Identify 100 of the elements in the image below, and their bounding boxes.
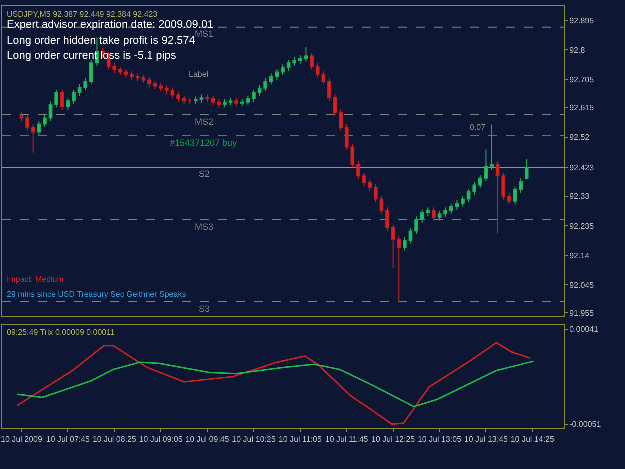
candlestick	[408, 228, 413, 244]
y-tick-label: 91.955	[570, 308, 595, 318]
ref-line-label: MS1	[195, 29, 214, 39]
annotation: Expert advisor expiration date: 2009.09.01	[7, 19, 214, 31]
candlestick	[252, 89, 256, 103]
candlestick	[356, 161, 360, 180]
candlestick	[281, 64, 285, 76]
annotation: 29 mins since USD Treasury Sec Geithner Speaks	[7, 290, 186, 299]
x-tick-label: 10 Jul 08:25	[92, 435, 137, 444]
y-tick-label: 92.14	[570, 251, 590, 260]
candlestick	[269, 73, 274, 86]
candlestick	[206, 94, 210, 103]
candlestick	[54, 89, 58, 108]
candlestick	[333, 94, 338, 116]
candlestick	[292, 57, 297, 67]
candlestick	[130, 71, 134, 80]
candlestick	[89, 60, 94, 86]
candlestick	[148, 76, 152, 88]
candlestick	[478, 174, 482, 189]
candlestick	[275, 68, 280, 80]
candlestick	[298, 54, 302, 64]
candlestick	[380, 196, 384, 214]
candlestick	[170, 87, 175, 99]
candlestick	[386, 207, 390, 232]
candlestick	[391, 224, 396, 269]
candlestick	[194, 96, 198, 105]
candlestick	[397, 236, 402, 303]
x-tick-label: 10 Jul 13:45	[464, 435, 509, 444]
x-tick-label: 10 Jul 13:05	[418, 435, 462, 444]
candlestick	[362, 172, 366, 187]
x-tick-label: 10 Jul 09:05	[139, 435, 184, 444]
candlestick	[502, 172, 506, 200]
y-tick-label: 92.423	[570, 163, 595, 172]
y-tick-label: 92.235	[570, 222, 595, 231]
candlestick	[455, 200, 460, 211]
candlestick	[234, 98, 238, 107]
y-tick-label: 92.615	[570, 103, 595, 112]
candlestick	[26, 114, 30, 132]
candlestick	[153, 80, 158, 90]
candlestick	[264, 78, 268, 92]
candlestick	[20, 112, 24, 122]
candlestick	[432, 207, 436, 222]
candlestick	[524, 158, 529, 180]
candlestick	[444, 207, 448, 218]
x-tick-label: 10 Jul 12:25	[372, 435, 416, 444]
line-series	[16, 360, 535, 408]
candlestick	[519, 178, 523, 194]
x-tick-label: 10 Jul 2009	[1, 435, 43, 444]
x-tick-label: 10 Jul 11:45	[325, 435, 369, 444]
candlestick	[258, 84, 262, 97]
candlestick	[78, 84, 82, 97]
candlestick	[374, 184, 378, 203]
candlestick	[339, 109, 343, 132]
candlestick	[350, 144, 355, 168]
x-tick-label: 10 Jul 14:25	[510, 435, 555, 444]
candlestick	[66, 98, 70, 110]
candlestick	[472, 182, 477, 196]
candlestick	[304, 46, 308, 62]
y-tick-label: 92.8	[570, 46, 586, 55]
candlestick	[286, 60, 291, 72]
ref-line-label: MS3	[195, 222, 214, 232]
y-tick-label: -0.00051	[570, 420, 602, 430]
candlestick	[310, 52, 314, 70]
candlestick	[449, 203, 454, 214]
candlestick	[228, 98, 233, 106]
candlestick	[200, 94, 204, 104]
candlestick	[37, 120, 42, 136]
candlestick	[246, 95, 250, 106]
annotation: 0.07	[470, 123, 486, 132]
candlestick	[182, 95, 186, 105]
candlestick	[124, 68, 128, 78]
candlestick	[43, 114, 47, 128]
y-tick-label: 92.895	[570, 16, 595, 26]
chart-title: 09:25:49 Trix 0.00009 0.00011	[7, 328, 116, 337]
annotation: Long order hidden take profit is 92.574	[7, 35, 196, 47]
candlestick	[496, 161, 500, 234]
x-tick-label: 10 Jul 09:45	[186, 435, 230, 444]
ref-line-label: S2	[199, 169, 210, 179]
candlestick	[403, 237, 407, 252]
candlestick	[328, 78, 332, 102]
candlestick	[490, 124, 494, 170]
candlestick	[438, 210, 442, 222]
y-tick-label: 0.00041	[570, 325, 600, 334]
ref-line-label: S3	[199, 304, 210, 314]
x-tick-label: 10 Jul 10:25	[232, 435, 276, 444]
ref-line-label: #154371207 buy	[170, 138, 238, 148]
y-tick-label: 92.33	[570, 192, 590, 202]
candlestick	[60, 89, 64, 110]
candlestick	[72, 89, 76, 105]
candlestick	[159, 82, 163, 92]
candlestick	[513, 186, 518, 206]
text: USDJPY,M5 92.387 92.449 92.384 92.423	[7, 10, 158, 19]
candlestick	[240, 98, 244, 107]
candlestick	[48, 100, 53, 122]
candlestick	[164, 84, 169, 94]
candlestick	[484, 149, 488, 182]
line-series	[16, 342, 532, 426]
candlestick	[176, 92, 180, 103]
candlestick	[466, 188, 471, 203]
y-tick-label: 92.52	[570, 133, 590, 142]
